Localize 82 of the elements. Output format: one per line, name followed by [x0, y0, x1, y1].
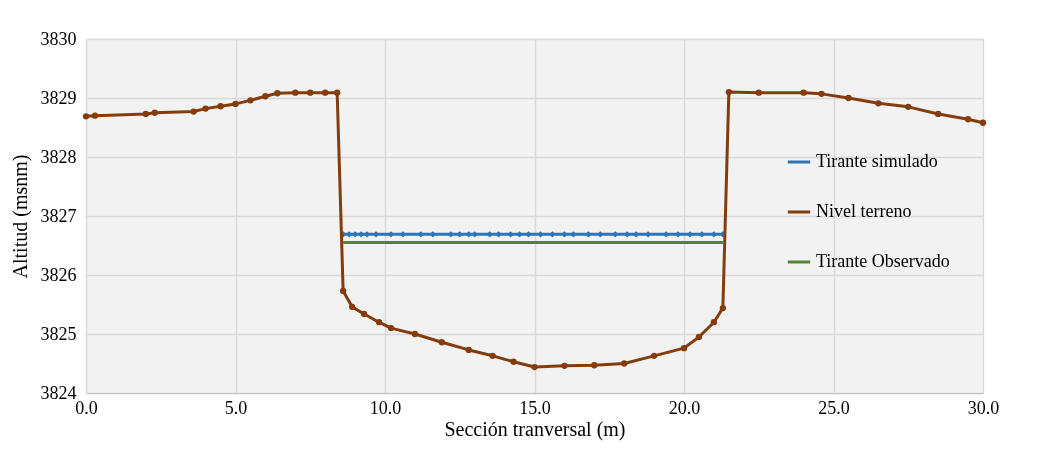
- y-tick-label: 3830: [40, 28, 77, 49]
- point: [217, 103, 224, 110]
- point: [633, 231, 640, 238]
- point: [525, 231, 532, 238]
- point: [465, 231, 472, 238]
- point: [905, 103, 912, 111]
- x-tick-label: 0.0: [75, 397, 98, 418]
- point: [411, 330, 419, 338]
- point: [537, 231, 544, 238]
- point: [447, 231, 454, 238]
- point: [561, 231, 568, 238]
- point: [360, 310, 368, 318]
- point: [292, 89, 299, 96]
- point: [486, 231, 493, 238]
- y-tick-label: 3828: [40, 146, 77, 167]
- point: [624, 231, 631, 238]
- point: [334, 89, 341, 96]
- point: [489, 352, 496, 359]
- point: [471, 231, 478, 238]
- x-tick-label: 30.0: [967, 397, 1000, 418]
- point: [612, 231, 619, 238]
- point: [979, 119, 987, 126]
- point: [531, 363, 538, 371]
- point: [456, 231, 463, 238]
- point: [516, 231, 523, 238]
- point: [82, 113, 90, 120]
- point: [429, 231, 436, 238]
- point: [387, 324, 395, 332]
- point: [695, 333, 703, 341]
- x-axis-title: Sección tranversal (m): [444, 417, 626, 441]
- point: [232, 100, 239, 108]
- point: [597, 231, 604, 238]
- legend-label: Tirante simulado: [816, 151, 938, 171]
- point: [845, 94, 852, 102]
- point: [307, 89, 314, 96]
- point: [800, 89, 807, 96]
- legend-label: Nivel terreno: [816, 201, 912, 221]
- y-tick-label: 3827: [40, 205, 77, 226]
- x-tick-label: 20.0: [668, 397, 701, 418]
- legend-label: Tirante Observado: [816, 251, 950, 271]
- x-tick-label: 15.0: [519, 397, 551, 418]
- point: [465, 346, 472, 354]
- point: [495, 231, 502, 238]
- x-tick-label: 5.0: [224, 397, 248, 418]
- y-tick-label: 3825: [40, 323, 77, 344]
- point: [151, 109, 158, 116]
- point: [680, 345, 688, 352]
- y-tick-label: 3826: [40, 264, 77, 285]
- point: [262, 93, 269, 100]
- point: [719, 304, 727, 312]
- point: [570, 231, 577, 238]
- point: [348, 303, 356, 311]
- point: [91, 112, 99, 119]
- point: [322, 89, 329, 96]
- y-tick-label: 3824: [40, 382, 77, 403]
- y-axis-title: Altitud (msnm): [8, 154, 32, 279]
- point: [818, 90, 825, 98]
- x-tick-label: 10.0: [369, 397, 402, 418]
- point: [510, 358, 517, 365]
- point: [585, 231, 592, 238]
- y-tick-label: 3829: [40, 87, 77, 108]
- point: [755, 89, 762, 96]
- point: [339, 287, 347, 295]
- point: [202, 105, 209, 112]
- point: [375, 319, 383, 326]
- point: [438, 339, 445, 346]
- point: [274, 90, 281, 97]
- point: [591, 362, 598, 369]
- point: [190, 108, 197, 115]
- x-tick-label: 25.0: [818, 397, 850, 418]
- point: [507, 231, 514, 238]
- point: [964, 116, 972, 123]
- point: [875, 100, 882, 107]
- point: [650, 352, 658, 359]
- point: [549, 231, 556, 238]
- point: [247, 97, 254, 104]
- point: [725, 88, 733, 96]
- point: [561, 362, 568, 370]
- point: [621, 360, 628, 367]
- point: [710, 319, 718, 326]
- point: [142, 110, 149, 118]
- point: [934, 110, 942, 118]
